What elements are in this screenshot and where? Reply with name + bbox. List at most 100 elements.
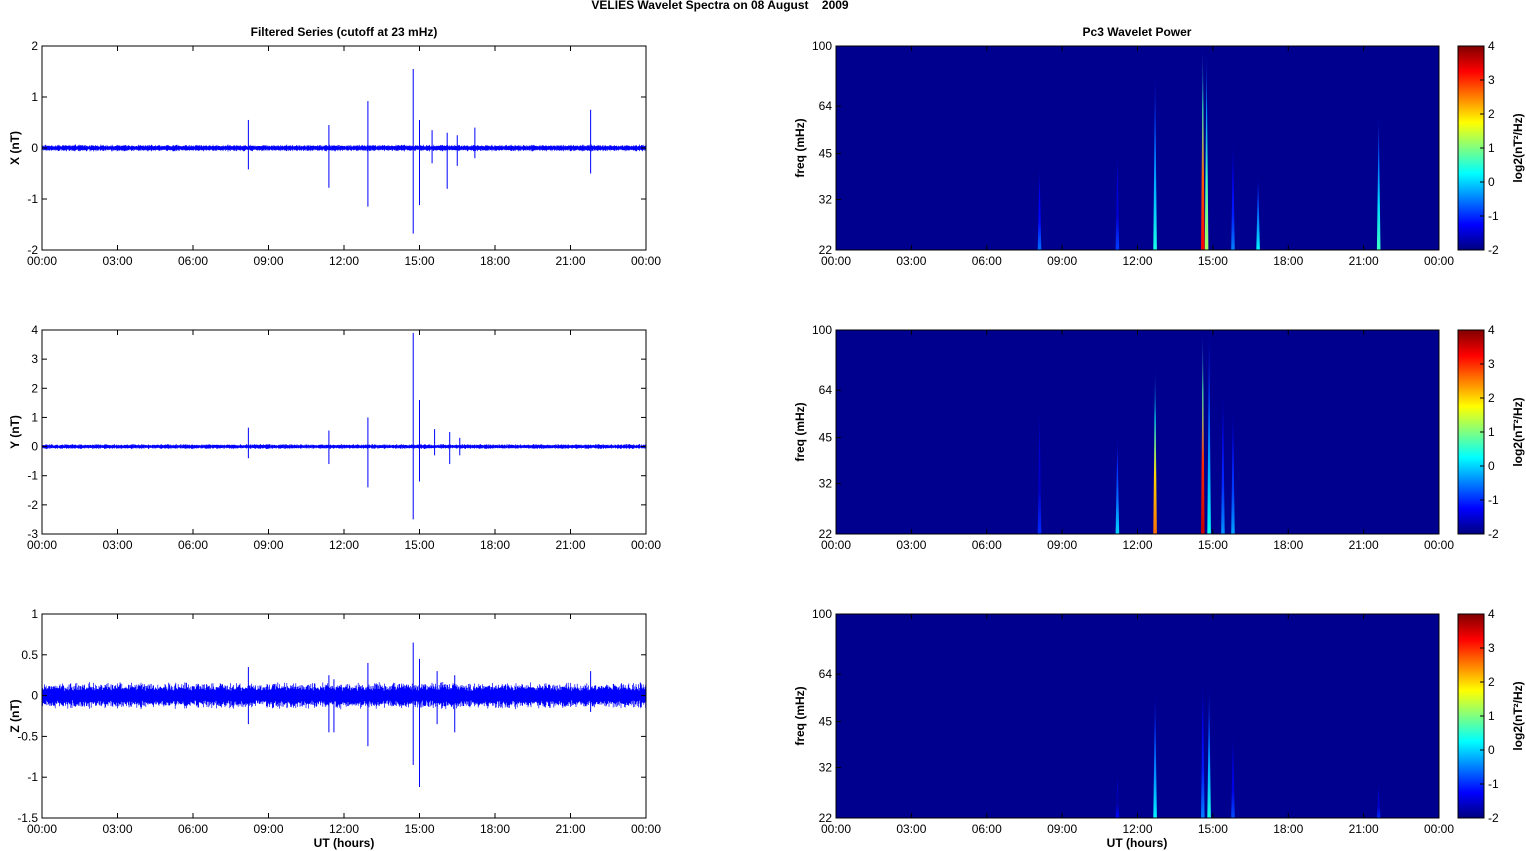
series-1-x-tick-label: 09:00: [253, 254, 283, 268]
wavelet-1-burst: [1115, 153, 1120, 250]
series-2-x-tick-label: 06:00: [178, 538, 208, 552]
wavelet-2-x-tick-label: 03:00: [896, 538, 926, 552]
series-2-x-tick-label: 18:00: [480, 538, 510, 552]
series-2-y-tick-label: 3: [31, 352, 38, 366]
wavelet-1-colorbar-tick-label: 3: [1488, 73, 1495, 87]
wavelet-3-plot-area: [836, 614, 1439, 818]
wavelet-1-burst: [1037, 169, 1042, 250]
wavelet-1-x-tick-label: 12:00: [1122, 254, 1152, 268]
figure-title: VELIES Wavelet Spectra on 08 August 2009: [591, 0, 849, 12]
series-3-panel: 1 0.5 0 -0.5 -1 -1.5 Z (nT) 00:00 03:00 06:00 09:0…: [8, 607, 661, 836]
series-1-y-tick-label: 2: [31, 39, 38, 53]
series-2-x-tick-label: 00:00: [631, 538, 661, 552]
series-3-y-tick-label: 1: [31, 607, 38, 621]
series-2-y-tick-label: -1: [27, 469, 38, 483]
wavelet-1-colorbar-tick-label: 2: [1488, 107, 1495, 121]
wavelet-1-x-tick-label: 03:00: [896, 254, 926, 268]
series-3-plot-area: [42, 614, 646, 818]
right-column-title: Pc3 Wavelet Power: [1083, 25, 1192, 39]
wavelet-2-x-tick-label: 00:00: [821, 538, 851, 552]
wavelet-1-x-tick-label: 15:00: [1198, 254, 1228, 268]
series-3-y-axis-label: Z (nT): [8, 699, 22, 732]
wavelet-3-y-tick-label: 32: [819, 761, 833, 775]
wavelet-3-colorbar-tick-label: 4: [1488, 607, 1495, 621]
series-3-y-tick-label: 0: [31, 689, 38, 703]
wavelet-1-burst: [1376, 114, 1381, 250]
series-1-y-tick-label: -1: [27, 192, 38, 206]
series-2-x-tick-label: 15:00: [404, 538, 434, 552]
series-2-y-tick-label: 1: [31, 410, 38, 424]
series-1-y-tick-label: 1: [31, 90, 38, 104]
series-2-y-tick-label: 0: [31, 440, 38, 454]
series-1-x-tick-label: 12:00: [329, 254, 359, 268]
wavelet-1-burst: [1256, 176, 1260, 250]
panels: 2 1 0 -1 -2 X (nT) 00:00 03:00 06:00 09:00 12:00 15…: [8, 39, 1525, 836]
wavelet-1-x-tick-label: 06:00: [972, 254, 1002, 268]
wavelet-1-x-tick-label: 18:00: [1273, 254, 1303, 268]
wavelet-3-y-tick-label: 45: [819, 715, 833, 729]
series-2-x-tick-label: 03:00: [102, 538, 132, 552]
series-2-y-tick-label: 2: [31, 381, 38, 395]
wavelet-2-colorbar-label: log2(nT²/Hz): [1511, 397, 1525, 466]
wavelet-2-colorbar-tick-label: 1: [1488, 425, 1495, 439]
wavelet-3-x-tick-label: 21:00: [1349, 822, 1379, 836]
series-1-x-tick-label: 03:00: [102, 254, 132, 268]
wavelet-1-colorbar-tick-label: 4: [1488, 39, 1495, 53]
left-column-title: Filtered Series (cutoff at 23 mHz): [251, 25, 438, 39]
wavelet-3-colorbar-label: log2(nT²/Hz): [1511, 681, 1525, 750]
series-2-x-tick-label: 09:00: [253, 538, 283, 552]
wavelet-2-burst: [1037, 410, 1042, 534]
wavelet-1-x-tick-label: 00:00: [1424, 254, 1454, 268]
series-3-x-tick-label: 12:00: [329, 822, 359, 836]
series-1-panel: 2 1 0 -1 -2 X (nT) 00:00 03:00 06:00 09:00 12:00 15…: [8, 39, 661, 268]
wavelet-3-y-tick-label: 22: [819, 811, 833, 825]
series-2-x-tick-label: 21:00: [555, 538, 585, 552]
series-1-x-tick-label: 21:00: [555, 254, 585, 268]
wavelet-2-x-tick-label: 09:00: [1047, 538, 1077, 552]
series-1-x-tick-label: 18:00: [480, 254, 510, 268]
series-3-x-tick-label: 21:00: [555, 822, 585, 836]
wavelet-1-y-axis-label: freq (mHz): [793, 118, 807, 177]
wavelet-3-x-tick-label: 00:00: [821, 822, 851, 836]
wavelet-3-burst: [1115, 776, 1120, 818]
wavelet-1-colorbar-tick-label: -1: [1488, 209, 1499, 223]
wavelet-3-x-tick-label: 15:00: [1198, 822, 1228, 836]
series-3-x-tick-label: 06:00: [178, 822, 208, 836]
series-1-x-tick-label: 15:00: [404, 254, 434, 268]
series-2-panel: 4 3 2 1 0 -1 -2 -3 Y (nT) 00:00 03:00 06:00 09:00 12:…: [8, 323, 661, 552]
series-3-x-tick-label: 09:00: [253, 822, 283, 836]
wavelet-2-x-tick-label: 18:00: [1273, 538, 1303, 552]
series-2-plot-area: [42, 330, 646, 534]
wavelet-1-y-tick-label: 32: [819, 193, 833, 207]
series-1-y-tick-label: 0: [31, 141, 38, 155]
series-3-y-tick-label: -0.5: [17, 729, 38, 743]
wavelet-3-x-tick-label: 00:00: [1424, 822, 1454, 836]
wavelet-1-y-tick-label: 100: [812, 39, 832, 53]
series-3-y-tick-label: -1: [27, 770, 38, 784]
wavelet-3-colorbar-tick-label: 3: [1488, 641, 1495, 655]
wavelet-2-x-tick-label: 21:00: [1349, 538, 1379, 552]
series-2-y-tick-label: -3: [27, 527, 38, 541]
wavelet-1-colorbar-tick-label: 1: [1488, 141, 1495, 155]
wavelet-2-colorbar-tick-label: 4: [1488, 323, 1495, 337]
wavelet-3-burst: [1153, 694, 1157, 818]
wavelet-2-x-tick-label: 00:00: [1424, 538, 1454, 552]
series-2-x-tick-label: 00:00: [27, 538, 57, 552]
wavelet-1-x-tick-label: 09:00: [1047, 254, 1077, 268]
wavelet-2-x-tick-label: 15:00: [1198, 538, 1228, 552]
series-3-x-tick-label: 00:00: [631, 822, 661, 836]
wavelet-2-colorbar-tick-label: 3: [1488, 357, 1495, 371]
wavelet-3-y-axis-label: freq (mHz): [793, 686, 807, 745]
wavelet-2-burst: [1153, 368, 1157, 534]
wavelet-3-x-tick-label: 03:00: [896, 822, 926, 836]
wavelet-1-burst: [1204, 52, 1209, 250]
wavelet-1-y-tick-label: 64: [819, 99, 833, 113]
wavelet-2-y-tick-label: 22: [819, 527, 833, 541]
wavelet-2-y-axis-label: freq (mHz): [793, 402, 807, 461]
wavelet-2-plot-area: [836, 330, 1439, 534]
series-2-x-tick-label: 12:00: [329, 538, 359, 552]
wavelet-2-colorbar-tick-label: 2: [1488, 391, 1495, 405]
